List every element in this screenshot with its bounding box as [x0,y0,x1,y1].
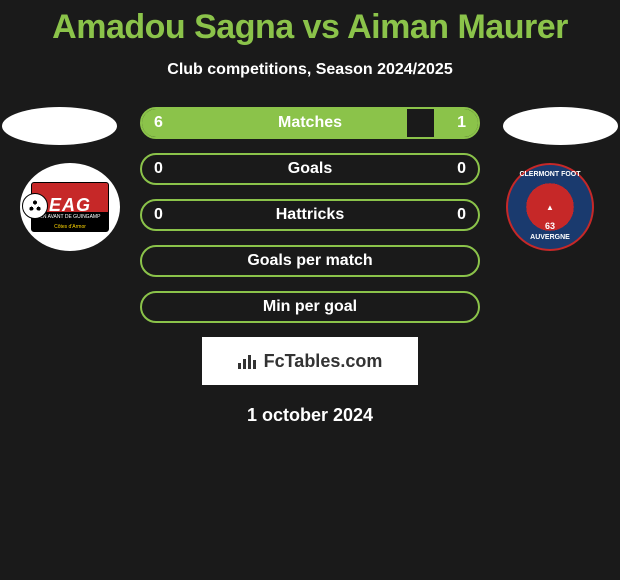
stat-value-right: 0 [457,206,466,224]
eag-text: EAG [49,195,91,216]
player-slot-right [503,107,618,145]
club-logo-left: EAG EN AVANT DE GUINGAMP Côtes d'Armor [20,163,120,251]
stat-row: 6 Matches 1 [140,107,480,139]
stat-row: Min per goal [140,291,480,323]
player-slot-left [2,107,117,145]
bar-chart-icon [238,353,258,369]
stat-row: 0 Hattricks 0 [140,199,480,231]
stat-label: Goals per match [247,252,372,270]
stat-value-left: 0 [154,206,163,224]
stat-value-left: 0 [154,160,163,178]
date-label: 1 october 2024 [0,405,620,426]
clermont-bot: AUVERGNE [530,234,570,241]
stat-label: Min per goal [263,298,357,316]
eag-badge: EAG EN AVANT DE GUINGAMP Côtes d'Armor [31,182,109,232]
clermont-badge: CLERMONT FOOT ▲ 63 AUVERGNE [506,163,594,251]
stat-row: Goals per match [140,245,480,277]
eag-sub: EN AVANT DE GUINGAMP [40,214,101,220]
stat-bars: 6 Matches 1 0 Goals 0 0 Hattricks 0 Goals per mat… [140,107,480,323]
bar-fill-left [142,109,407,137]
stat-label: Goals [288,160,332,178]
clermont-top: CLERMONT FOOT [519,171,580,178]
eag-bottom: Côtes d'Armor [54,224,86,230]
stat-value-right: 0 [457,160,466,178]
stat-row: 0 Goals 0 [140,153,480,185]
stat-label: Hattricks [276,206,344,224]
clermont-num: 63 [545,221,555,231]
stat-label: Matches [278,114,342,132]
volcano-icon: ▲ [546,203,554,212]
stat-value-right: 1 [457,114,466,132]
subtitle: Club competitions, Season 2024/2025 [0,61,620,79]
watermark: FcTables.com [202,337,418,385]
page-title: Amadou Sagna vs Aiman Maurer [0,0,620,47]
club-logo-right: CLERMONT FOOT ▲ 63 AUVERGNE [500,163,600,251]
watermark-text: FcTables.com [264,351,383,372]
stat-value-left: 6 [154,114,163,132]
triskelion-icon [22,193,48,219]
comparison-panel: EAG EN AVANT DE GUINGAMP Côtes d'Armor C… [0,107,620,323]
